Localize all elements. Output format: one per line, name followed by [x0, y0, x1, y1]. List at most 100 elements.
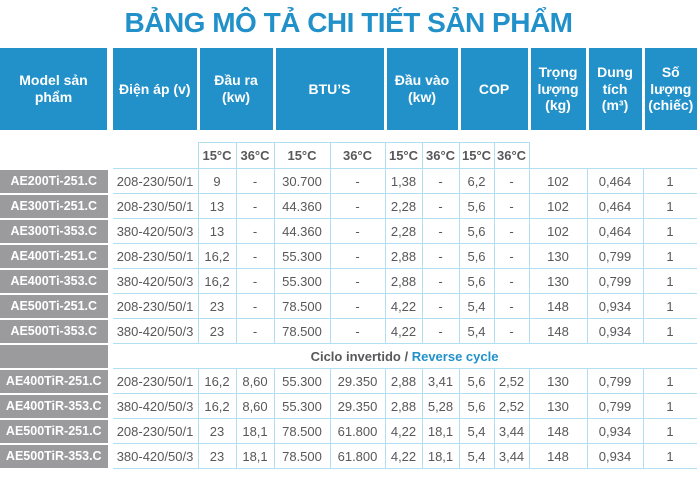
data-cell: 2,88 [384, 393, 423, 419]
separator-label-cell: Ciclo invertido / Reverse cycle [110, 343, 697, 369]
model-cell: AE400TiR-251.C [0, 367, 113, 395]
data-cell: 5,4 [458, 293, 495, 319]
data-cell: 5,4 [458, 443, 495, 469]
data-cell: 30.700 [273, 168, 331, 194]
data-cell: - [235, 193, 275, 219]
data-cell: 3,44 [493, 418, 530, 444]
data-cell: - [421, 243, 460, 269]
temp-subheader-cell: 36°C [421, 142, 460, 169]
data-cell: 208-230/50/1 [109, 168, 199, 194]
data-cell: 5,6 [458, 193, 495, 219]
data-cell: - [235, 293, 275, 319]
data-cell: 5,6 [458, 243, 495, 269]
table-row: AE300Ti-353.C 380-420/50/3 13-44.360-2,28-… [0, 217, 697, 245]
data-cell: 23 [197, 293, 237, 319]
data-cell: 18,1 [421, 443, 460, 469]
data-cell: 102 [528, 193, 588, 219]
table-row: AE400TiR-353.C 380-420/50/3 16,2 8,60 55.300… [0, 392, 697, 420]
data-cell: - [235, 218, 275, 244]
data-cell: 380-420/50/3 [109, 393, 199, 419]
data-cell: 78.500 [273, 318, 331, 344]
data-cell: 0,464 [586, 193, 644, 219]
data-cell: 1 [642, 268, 697, 294]
data-cell: 23 [197, 418, 237, 444]
data-cell: 208-230/50/1 [109, 293, 199, 319]
col-header-volume: Dung tích (m³) [585, 48, 644, 130]
section-separator: Ciclo invertido / Reverse cycle [0, 342, 697, 370]
table-row: AE400TiR-251.C 208-230/50/1 16,2 8,60 55.300… [0, 367, 697, 395]
separator-row: Ciclo invertido / Reverse cycle [0, 342, 697, 370]
data-cell: 29.350 [329, 393, 386, 419]
data-cell: 8,60 [235, 393, 275, 419]
data-cell: 5,6 [458, 218, 495, 244]
data-cell: 5,6 [458, 393, 495, 419]
col-header-quantity: Số lượng (chiếc) [641, 48, 697, 130]
table-row: AE500Ti-353.C 380-420/50/3 23-78.500-4,22-… [0, 317, 697, 345]
table-row: AE400Ti-353.C 380-420/50/3 16,2-55.300-2,8… [0, 267, 697, 295]
data-cell: 61.800 [329, 418, 386, 444]
data-cell: 78.500 [273, 293, 331, 319]
data-cell: 5,28 [421, 393, 460, 419]
data-cell: 0,934 [586, 418, 644, 444]
data-cell: 3,44 [493, 443, 530, 469]
header-row: Model sản phẩm Điện áp (v) Đầu ra (kw) B… [0, 48, 697, 130]
subheader-empty-cell [643, 143, 697, 169]
data-cell: 8,60 [235, 368, 275, 394]
data-cell: 102 [528, 168, 588, 194]
data-cell: 130 [528, 268, 588, 294]
data-cell: 148 [528, 443, 588, 469]
data-cell: - [329, 218, 386, 244]
data-cell: 1 [642, 393, 697, 419]
data-cell: - [235, 318, 275, 344]
data-cell: 18,1 [235, 418, 275, 444]
data-cell: 208-230/50/1 [109, 243, 199, 269]
subheader-empty-cell [587, 143, 643, 169]
data-cell: 16,2 [197, 268, 237, 294]
model-cell: AE500Ti-353.C [0, 317, 113, 345]
data-cell: - [329, 268, 386, 294]
data-cell: 2,88 [384, 268, 423, 294]
data-cell: 1 [642, 218, 697, 244]
data-cell: 18,1 [235, 443, 275, 469]
col-header-weight: Trọng lượng (kg) [527, 48, 588, 130]
col-header-btus: BTU’S [272, 48, 385, 130]
data-cell: 16,2 [197, 393, 237, 419]
subheader-empty-cell [0, 143, 110, 169]
data-cell: - [329, 193, 386, 219]
data-cell: 148 [528, 293, 588, 319]
data-cell: 0,934 [586, 318, 644, 344]
data-cell: 148 [528, 318, 588, 344]
data-cell: 55.300 [273, 393, 331, 419]
data-cell: 2,52 [493, 368, 530, 394]
temp-subheader-cell: 15°C [273, 142, 331, 169]
model-cell: AE500TiR-251.C [0, 417, 113, 445]
data-cell: 44.360 [273, 218, 331, 244]
data-cell: 0,799 [586, 243, 644, 269]
subheader-empty-cell [110, 143, 198, 169]
temp-subheader-cell: 15°C [197, 142, 237, 169]
page-title: BẢNG MÔ TẢ CHI TIẾT SẢN PHẨM [124, 7, 574, 38]
data-cell: 1 [642, 318, 697, 344]
data-cell: - [421, 293, 460, 319]
data-cell: - [235, 268, 275, 294]
data-cell: 4,22 [384, 443, 423, 469]
data-cell: 13 [197, 218, 237, 244]
data-cell: 380-420/50/3 [109, 218, 199, 244]
data-cell: 4,22 [384, 318, 423, 344]
data-cell: 5,4 [458, 418, 495, 444]
temp-subheader-cell: 15°C [458, 142, 495, 169]
data-cell: 5,4 [458, 318, 495, 344]
data-cell: 4,22 [384, 293, 423, 319]
col-header-voltage: Điện áp (v) [108, 48, 198, 130]
separator-label-en: Reverse cycle [411, 348, 499, 364]
model-cell: AE500TiR-353.C [0, 442, 113, 470]
data-cell: - [421, 218, 460, 244]
data-cell: - [421, 318, 460, 344]
temp-subheader-cell: 36°C [329, 142, 386, 169]
model-cell: AE400Ti-251.C [0, 242, 113, 270]
model-cell: AE300Ti-251.C [0, 192, 113, 220]
product-spec-table: Model sản phẩm Điện áp (v) Đầu ra (kw) B… [0, 48, 697, 470]
data-cell: 1 [642, 293, 697, 319]
section-reverse-cycle: AE400TiR-251.C 208-230/50/1 16,2 8,60 55.300… [0, 367, 697, 470]
data-cell: - [493, 293, 530, 319]
